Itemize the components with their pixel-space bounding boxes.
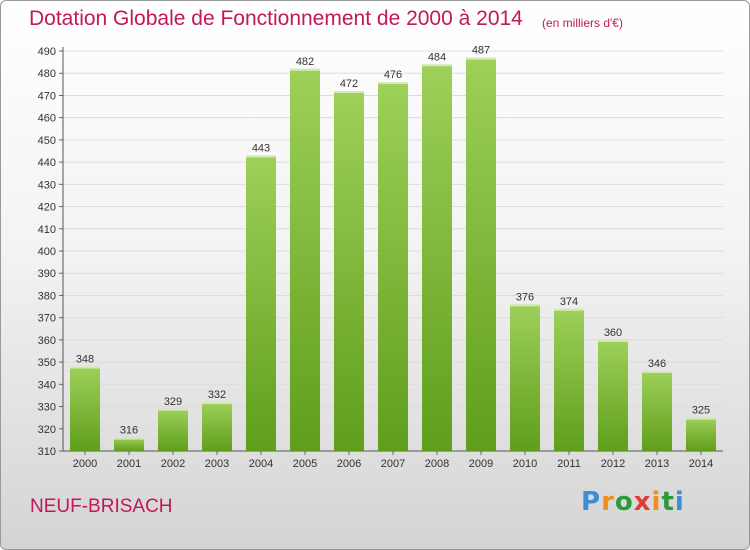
y-tick-label: 480 [38,68,56,80]
y-tick-label: 490 [38,46,56,58]
bar-highlight [70,366,100,369]
bar-highlight [642,371,672,373]
x-tick-label: 2008 [425,458,449,470]
y-tick-label: 310 [38,446,56,458]
bar-highlight [422,64,452,67]
bar-2004 [246,155,276,451]
bar-2005 [290,68,320,452]
chart-title: Dotation Globale de Fonctionnement de 20… [29,7,523,30]
data-label: 348 [76,354,94,366]
y-tick-label: 430 [38,179,56,191]
x-tick-label: 2012 [601,458,625,470]
bar-highlight [246,155,276,158]
data-label: 325 [692,405,710,417]
bar-2003 [202,402,232,451]
data-label: 443 [252,142,270,154]
y-tick-label: 450 [38,135,56,147]
x-tick-label: 2002 [161,458,185,470]
bar-highlight [686,417,716,420]
labels: 348 2000 316 2001 329 2002 332 2003 443 2004 482 20… [73,45,713,470]
data-label: 487 [472,45,490,57]
y-tick-label: 390 [38,268,56,280]
data-label: 472 [340,78,358,90]
x-tick-label: 2014 [689,458,713,470]
bar-highlight [202,402,232,405]
y-tick-label: 330 [38,402,56,414]
x-tick-label: 2013 [645,458,669,470]
y-tick-label: 380 [38,290,56,302]
chart-subtitle: (en milliers d'€) [542,16,623,30]
data-label: 316 [120,425,138,437]
x-tick-label: 2007 [381,458,405,470]
x-tick-label: 2009 [469,458,493,470]
x-tick-label: 2010 [513,458,537,470]
bar-2006 [334,91,364,451]
proxiti-logo: Proxiti [581,487,685,517]
x-tick-label: 2011 [557,458,581,470]
y-tick-label: 320 [38,424,56,436]
x-tick-label: 2000 [73,458,97,470]
y-tick-label: 440 [38,157,56,169]
x-tick-label: 2005 [293,458,317,470]
y-tick-label: 350 [38,357,56,369]
bar-2009 [466,57,496,452]
bar-highlight [158,408,188,411]
x-tick-label: 2003 [205,458,229,470]
bar-highlight [466,57,496,60]
y-tick-label: 470 [38,90,56,102]
y-tick-label: 360 [38,335,56,347]
y-tick-label: 460 [38,113,56,125]
data-label: 482 [296,56,314,68]
data-label: 484 [428,51,446,63]
data-label: 476 [384,69,402,81]
y-tick-label: 370 [38,313,56,325]
bar-2001 [114,437,144,451]
y-tick-label: 410 [38,224,56,236]
bar-2011 [554,308,584,451]
commune-name: NEUF-BRISACH [30,496,173,517]
bar-2010 [510,304,540,451]
bar-highlight [334,91,364,93]
bar-2012 [598,339,628,451]
data-label: 360 [604,327,622,339]
data-label: 346 [648,358,666,370]
bar-highlight [598,339,628,342]
bar-highlight [114,437,144,440]
data-label: 376 [516,291,534,303]
bar-2000 [70,366,100,451]
data-label: 374 [560,296,578,308]
bars [70,57,716,452]
data-label: 329 [164,396,182,408]
bar-2013 [642,371,672,451]
x-tick-label: 2001 [117,458,141,470]
bar-2002 [158,408,188,451]
bar-highlight [378,82,408,85]
y-tick-label: 400 [38,246,56,258]
x-tick-label: 2006 [337,458,361,470]
bar-highlight [290,68,320,71]
x-tick-label: 2004 [249,458,273,470]
bar-2008 [422,64,452,452]
bar-highlight [510,304,540,307]
bar-2007 [378,82,408,451]
bar-highlight [554,308,584,311]
bar-2014 [686,417,716,451]
y-tick-label: 420 [38,202,56,214]
y-tick-label: 340 [38,379,56,391]
data-label: 332 [208,389,226,401]
